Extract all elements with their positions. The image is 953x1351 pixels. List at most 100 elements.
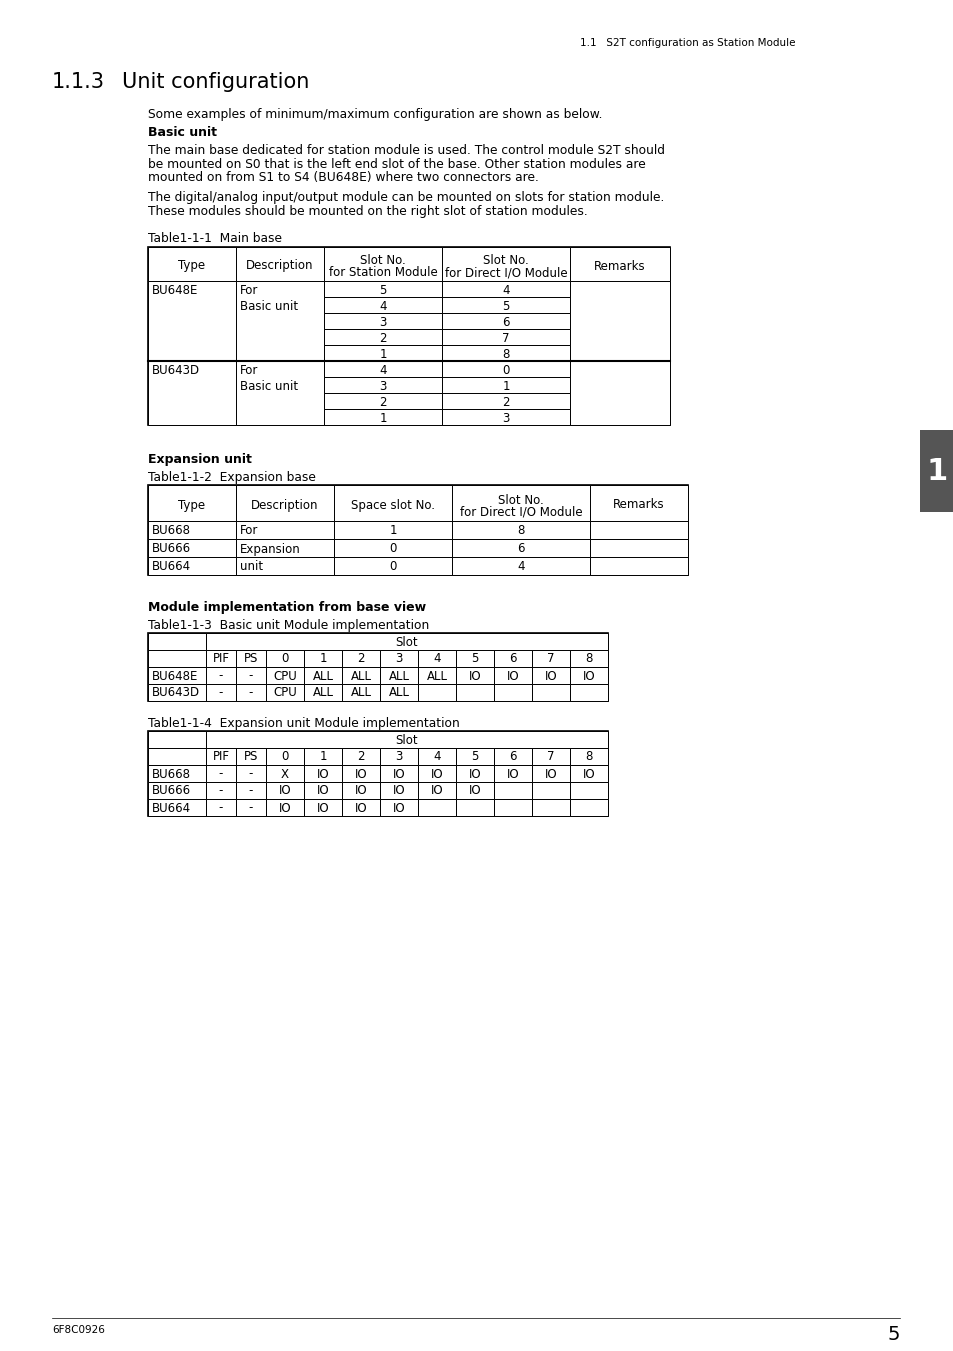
Bar [379, 684, 417, 701]
Bar [148, 632, 607, 701]
Text: Unit configuration: Unit configuration [122, 72, 309, 92]
Text: CPU: CPU [273, 686, 296, 700]
Text: PS: PS [244, 751, 258, 763]
Bar [148, 520, 235, 539]
Text: 4: 4 [379, 300, 386, 312]
Bar [494, 781, 532, 798]
Bar [589, 520, 687, 539]
Bar [589, 557, 687, 574]
Text: 7: 7 [501, 331, 509, 345]
Text: BU664: BU664 [152, 801, 191, 815]
Bar [324, 281, 441, 296]
Text: Type: Type [178, 499, 205, 512]
Bar [148, 485, 235, 520]
Text: Slot No.: Slot No. [482, 254, 528, 267]
Bar [235, 684, 266, 701]
Bar [441, 377, 569, 393]
Text: 4: 4 [379, 363, 386, 377]
Text: 5: 5 [886, 1325, 899, 1344]
Text: -: - [249, 686, 253, 700]
Bar [324, 345, 441, 361]
Text: PIF: PIF [213, 751, 230, 763]
Bar [148, 246, 235, 281]
Bar [324, 393, 441, 408]
Bar [324, 296, 441, 312]
Bar [569, 765, 607, 781]
Bar [148, 666, 206, 684]
Text: Description: Description [251, 499, 318, 512]
Bar [206, 731, 607, 747]
Text: mounted on from S1 to S4 (BU648E) where two connectors are.: mounted on from S1 to S4 (BU648E) where … [148, 172, 538, 184]
Bar [304, 798, 341, 816]
Bar [148, 246, 669, 424]
Bar [456, 684, 494, 701]
Bar [456, 666, 494, 684]
Bar [532, 765, 569, 781]
Bar [417, 781, 456, 798]
Text: Table1-1-1  Main base: Table1-1-1 Main base [148, 232, 282, 246]
Text: 1.1   S2T configuration as Station Module: 1.1 S2T configuration as Station Module [579, 38, 795, 49]
Bar [334, 557, 452, 574]
Text: 3: 3 [395, 751, 402, 763]
Bar [456, 650, 494, 666]
Bar [334, 539, 452, 557]
Text: 0: 0 [389, 561, 396, 574]
Text: IO: IO [393, 785, 405, 797]
Bar [569, 747, 607, 765]
Bar [341, 747, 379, 765]
Text: CPU: CPU [273, 670, 296, 682]
Bar [324, 377, 441, 393]
Text: These modules should be mounted on the right slot of station modules.: These modules should be mounted on the r… [148, 205, 587, 218]
Bar [235, 650, 266, 666]
Bar [324, 246, 441, 281]
Bar [441, 296, 569, 312]
Text: PIF: PIF [213, 653, 230, 666]
Text: 6: 6 [517, 543, 524, 555]
Text: Table1-1-2  Expansion base: Table1-1-2 Expansion base [148, 470, 315, 484]
Text: 6: 6 [501, 316, 509, 328]
Bar [379, 747, 417, 765]
Text: IO: IO [430, 785, 443, 797]
Bar [148, 485, 687, 574]
Text: be mounted on S0 that is the left end slot of the base. Other station modules ar: be mounted on S0 that is the left end sl… [148, 158, 645, 170]
Text: 2: 2 [379, 331, 386, 345]
Bar [235, 557, 334, 574]
Bar [235, 246, 324, 281]
Bar [494, 684, 532, 701]
Bar [379, 650, 417, 666]
Bar [148, 361, 235, 424]
Text: IO: IO [582, 670, 595, 682]
Text: for Station Module: for Station Module [328, 266, 436, 280]
Text: Slot: Slot [395, 734, 417, 747]
Bar [417, 765, 456, 781]
Text: Slot: Slot [395, 635, 417, 648]
Bar [304, 747, 341, 765]
Bar [148, 650, 206, 666]
Bar [341, 684, 379, 701]
Text: PS: PS [244, 653, 258, 666]
Text: 0: 0 [389, 543, 396, 555]
Text: 5: 5 [379, 284, 386, 296]
Text: IO: IO [468, 785, 481, 797]
Bar [452, 557, 589, 574]
Bar [324, 312, 441, 328]
Bar [341, 765, 379, 781]
Text: -: - [249, 785, 253, 797]
Bar [235, 666, 266, 684]
Bar [206, 781, 235, 798]
Text: IO: IO [278, 785, 291, 797]
Text: IO: IO [355, 767, 367, 781]
Bar [341, 650, 379, 666]
Text: 5: 5 [471, 653, 478, 666]
Bar [589, 485, 687, 520]
Text: 4: 4 [517, 561, 524, 574]
Text: 1: 1 [379, 412, 386, 424]
Bar [235, 485, 334, 520]
Bar [569, 361, 669, 424]
Text: 4: 4 [501, 284, 509, 296]
Bar [452, 520, 589, 539]
Bar [532, 650, 569, 666]
Bar [456, 747, 494, 765]
Bar [235, 781, 266, 798]
Text: Slot No.: Slot No. [359, 254, 405, 267]
